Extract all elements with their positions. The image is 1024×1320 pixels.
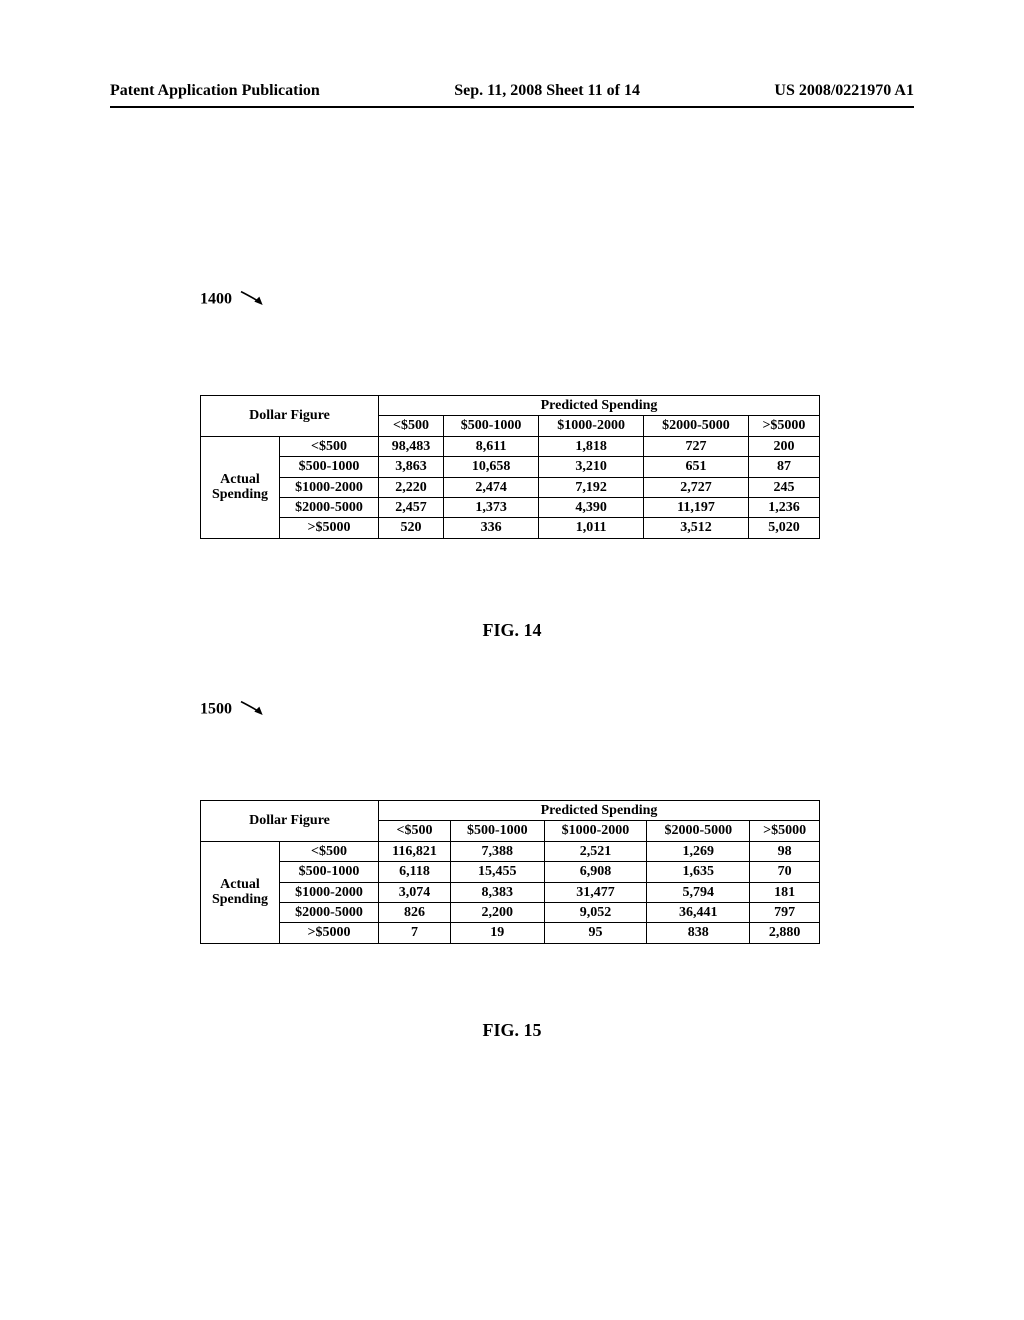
cell: 6,908	[544, 862, 647, 882]
header-left: Patent Application Publication	[110, 82, 320, 100]
col-header: $500-1000	[443, 416, 538, 436]
cell: 3,863	[379, 457, 444, 477]
figure-15-caption: FIG. 15	[0, 1020, 1024, 1041]
row-label: $500-1000	[280, 862, 379, 882]
cell: 31,477	[544, 882, 647, 902]
figure-15-table-wrap: Dollar Figure Predicted Spending <$500 $…	[200, 800, 820, 944]
col-header: $2000-5000	[647, 821, 750, 841]
cell: 15,455	[451, 862, 544, 882]
cell: 95	[544, 923, 647, 943]
page: Patent Application Publication Sep. 11, …	[0, 0, 1024, 1320]
figure-14-caption: FIG. 14	[0, 620, 1024, 641]
cell: 2,474	[443, 477, 538, 497]
row-label: <$500	[280, 436, 379, 456]
row-label: $2000-5000	[280, 497, 379, 517]
cell: 838	[647, 923, 750, 943]
col-header: <$500	[379, 416, 444, 436]
col-header: $1000-2000	[539, 416, 644, 436]
cell: 7,192	[539, 477, 644, 497]
cell: 651	[644, 457, 749, 477]
cell: 245	[748, 477, 819, 497]
cell: 2,220	[379, 477, 444, 497]
figure-14-table: Dollar Figure Predicted Spending <$500 $…	[200, 395, 820, 539]
col-header: $500-1000	[451, 821, 544, 841]
cell: 727	[644, 436, 749, 456]
cell: 2,457	[379, 497, 444, 517]
cell: 2,521	[544, 841, 647, 861]
page-header: Patent Application Publication Sep. 11, …	[110, 82, 914, 108]
cell: 5,020	[748, 518, 819, 538]
cell: 6,118	[379, 862, 451, 882]
cell: 3,074	[379, 882, 451, 902]
cell: 1,236	[748, 497, 819, 517]
cell: 7	[379, 923, 451, 943]
cell: 87	[748, 457, 819, 477]
col-header: <$500	[379, 821, 451, 841]
cell: 1,269	[647, 841, 750, 861]
cell: 116,821	[379, 841, 451, 861]
cell: 10,658	[443, 457, 538, 477]
cell: 797	[750, 902, 820, 922]
row-group-title: Actual Spending	[201, 841, 280, 943]
figure-14-table-wrap: Dollar Figure Predicted Spending <$500 $…	[200, 395, 820, 539]
cell: 19	[451, 923, 544, 943]
cell: 98	[750, 841, 820, 861]
cell: 9,052	[544, 902, 647, 922]
cell: 3,210	[539, 457, 644, 477]
arrow-icon	[238, 290, 274, 310]
cell: 1,818	[539, 436, 644, 456]
cell: 181	[750, 882, 820, 902]
cell: 98,483	[379, 436, 444, 456]
col-group-title: Predicted Spending	[379, 801, 820, 821]
cell: 336	[443, 518, 538, 538]
header-center: Sep. 11, 2008 Sheet 11 of 14	[454, 82, 640, 100]
cell: 4,390	[539, 497, 644, 517]
row-label: >$5000	[280, 923, 379, 943]
col-header: $1000-2000	[544, 821, 647, 841]
cell: 1,011	[539, 518, 644, 538]
cell: 70	[750, 862, 820, 882]
cell: 7,388	[451, 841, 544, 861]
cell: 1,635	[647, 862, 750, 882]
cell: 2,200	[451, 902, 544, 922]
corner-label: Dollar Figure	[201, 801, 379, 842]
figure-15-number: 1500	[200, 701, 232, 718]
row-label: $1000-2000	[280, 477, 379, 497]
cell: 2,880	[750, 923, 820, 943]
row-label: >$5000	[280, 518, 379, 538]
corner-label: Dollar Figure	[201, 396, 379, 437]
row-group-title: Actual Spending	[201, 436, 280, 538]
cell: 8,383	[451, 882, 544, 902]
cell: 11,197	[644, 497, 749, 517]
row-label: <$500	[280, 841, 379, 861]
row-label: $1000-2000	[280, 882, 379, 902]
cell: 36,441	[647, 902, 750, 922]
cell: 520	[379, 518, 444, 538]
cell: 200	[748, 436, 819, 456]
cell: 5,794	[647, 882, 750, 902]
row-label: $2000-5000	[280, 902, 379, 922]
arrow-icon	[238, 700, 274, 720]
row-label: $500-1000	[280, 457, 379, 477]
cell: 3,512	[644, 518, 749, 538]
header-right: US 2008/0221970 A1	[774, 82, 914, 100]
figure-14-pointer: 1400	[200, 290, 274, 310]
cell: 8,611	[443, 436, 538, 456]
cell: 1,373	[443, 497, 538, 517]
cell: 2,727	[644, 477, 749, 497]
figure-14-number: 1400	[200, 291, 232, 308]
figure-15-table: Dollar Figure Predicted Spending <$500 $…	[200, 800, 820, 944]
figure-15-pointer: 1500	[200, 700, 274, 720]
col-header: $2000-5000	[644, 416, 749, 436]
col-header: >$5000	[748, 416, 819, 436]
col-group-title: Predicted Spending	[379, 396, 820, 416]
col-header: >$5000	[750, 821, 820, 841]
cell: 826	[379, 902, 451, 922]
